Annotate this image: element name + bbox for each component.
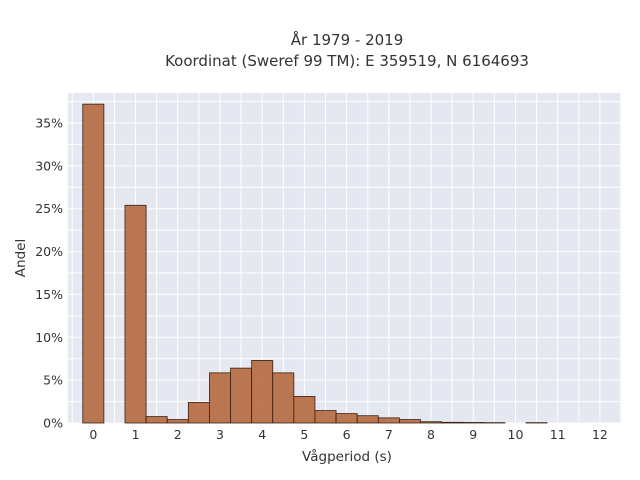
grid-lines (68, 93, 622, 424)
histogram-bar (377, 417, 400, 424)
y-tick-label: 10% (35, 330, 63, 345)
histogram-bar (441, 421, 464, 424)
x-tick-label: 3 (216, 427, 224, 442)
histogram-bars (82, 103, 548, 424)
y-axis-ticks: 0% 5% 10% 15% 20% 25% 30% 35% (35, 116, 63, 431)
x-tick-label: 4 (258, 427, 266, 442)
histogram-bar (462, 422, 485, 424)
histogram-bar (314, 410, 337, 424)
y-axis-label: Andel (13, 239, 29, 277)
histogram-bar (82, 103, 105, 424)
histogram-bar (251, 360, 274, 424)
histogram-bar (187, 402, 210, 424)
x-tick-label: 0 (89, 427, 97, 442)
x-tick-label: 12 (592, 427, 608, 442)
chart-title-line-1: År 1979 - 2019 (291, 30, 404, 49)
histogram-bar (335, 413, 358, 424)
y-tick-label: 15% (35, 287, 63, 302)
histogram-bar (356, 415, 379, 424)
x-tick-label: 9 (469, 427, 477, 442)
x-axis-label: Vågperiod (s) (302, 448, 392, 465)
y-tick-label: 30% (35, 158, 63, 173)
x-tick-label: 7 (385, 427, 393, 442)
plot-area (68, 93, 621, 423)
y-tick-label: 5% (43, 373, 63, 388)
histogram-bar (124, 204, 147, 424)
y-tick-label: 35% (35, 116, 63, 131)
histogram-bar (145, 416, 168, 424)
x-tick-label: 2 (174, 427, 182, 442)
histogram-bar (420, 421, 442, 424)
y-tick-label: 0% (43, 416, 63, 431)
y-tick-label: 20% (35, 244, 63, 259)
x-tick-label: 11 (550, 427, 566, 442)
x-tick-label: 6 (343, 427, 351, 442)
x-tick-label: 8 (427, 427, 435, 442)
histogram-bar (230, 367, 253, 424)
chart-title-line-2: Koordinat (Sweref 99 TM): E 359519, N 61… (165, 52, 529, 70)
x-tick-label: 5 (300, 427, 308, 442)
histogram-bar (209, 372, 231, 424)
x-tick-label: 10 (508, 427, 524, 442)
histogram-bar (293, 396, 316, 424)
histogram-bar (398, 419, 421, 424)
x-axis-ticks: 0 1 2 3 4 5 6 7 8 9 10 11 12 (89, 427, 607, 442)
x-tick-label: 1 (132, 427, 140, 442)
y-tick-label: 25% (35, 201, 63, 216)
histogram-bar (166, 419, 189, 424)
histogram-bar (272, 372, 295, 424)
